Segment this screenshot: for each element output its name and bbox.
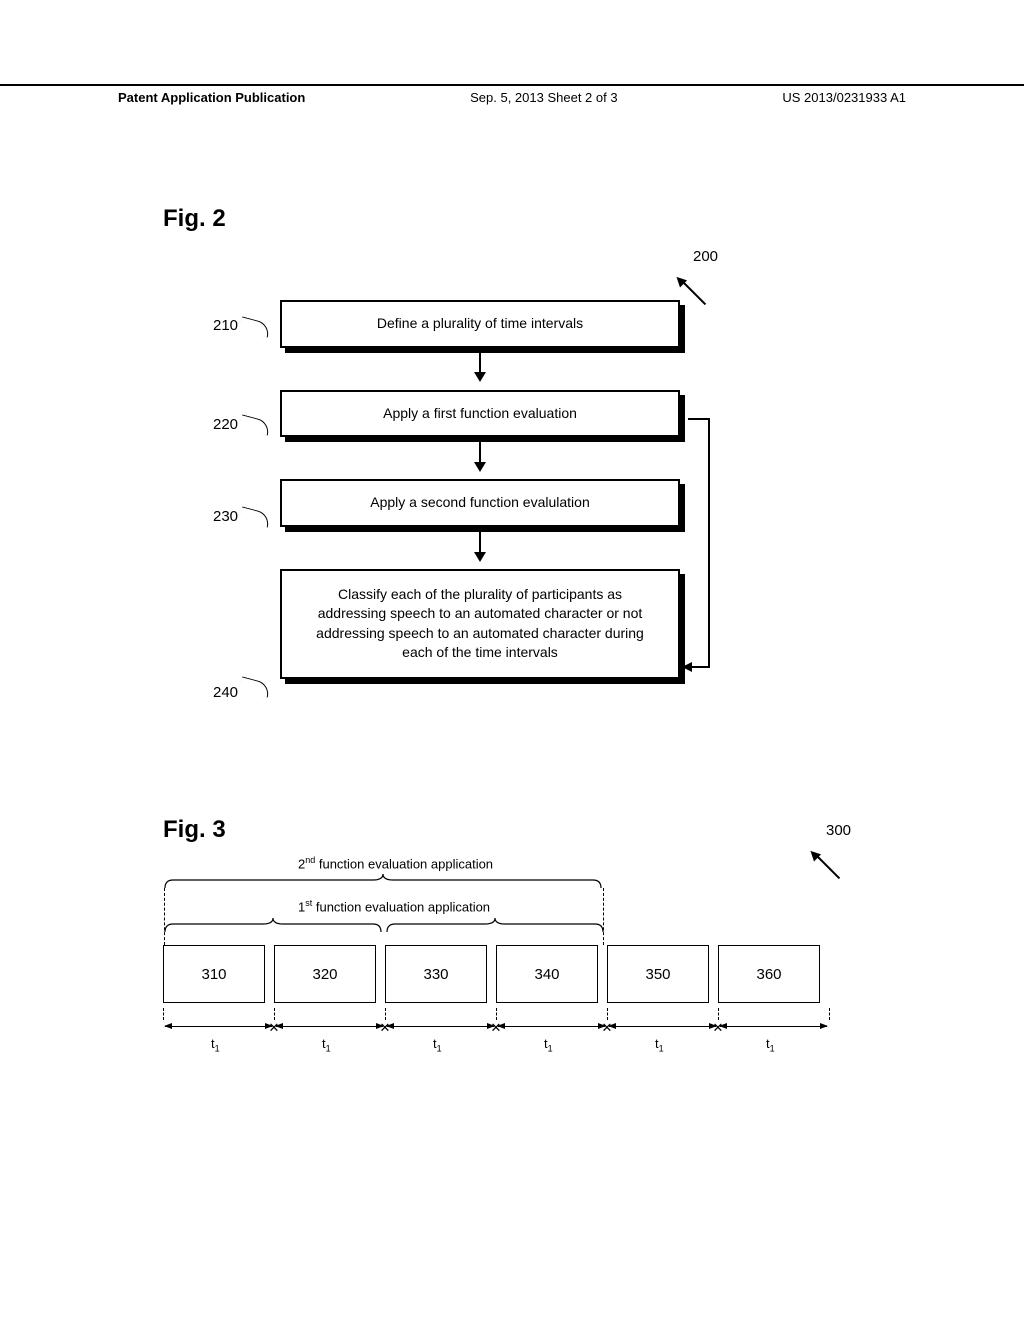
t-label-1: t1 <box>211 1036 220 1054</box>
ref-210: 210 <box>213 317 238 334</box>
header-right: US 2013/0231933 A1 <box>782 90 906 105</box>
flow-box-240-text: Classify each of the plurality of partic… <box>280 569 680 679</box>
fig2-ref-main: 200 <box>693 248 718 265</box>
t-label-2: t1 <box>322 1036 331 1054</box>
fig3-ref-main-arrow <box>813 852 840 879</box>
brace-dash-right <box>603 888 604 945</box>
loop-line-vert <box>708 418 710 668</box>
header-center: Sep. 5, 2013 Sheet 2 of 3 <box>470 90 617 105</box>
brace-dash-left <box>164 888 165 945</box>
fig3-brace-2nd <box>163 874 603 888</box>
flow-box-210: Define a plurality of time intervals <box>280 300 680 348</box>
ref-240: 240 <box>213 684 238 701</box>
fig3-brace2-label: 2nd function evaluation application <box>298 855 493 871</box>
flow-arrow-1 <box>479 352 481 380</box>
t-label-3: t1 <box>433 1036 442 1054</box>
flow-box-210-text: Define a plurality of time intervals <box>280 300 680 348</box>
loop-line-bottom <box>688 666 710 668</box>
fig3-title: Fig. 3 <box>163 816 226 844</box>
page-header: Patent Application Publication Sep. 5, 2… <box>0 84 1024 105</box>
flow-box-240: Classify each of the plurality of partic… <box>280 569 680 679</box>
t-label-6: t1 <box>766 1036 775 1054</box>
ref-240-curve <box>239 676 272 697</box>
loop-line-top <box>688 418 708 420</box>
time-box-340: 340 <box>496 945 598 1003</box>
time-box-310: 310 <box>163 945 265 1003</box>
ref-230-curve <box>239 506 272 527</box>
ref-230: 230 <box>213 508 238 525</box>
header-left: Patent Application Publication <box>118 90 305 105</box>
t-label-5: t1 <box>655 1036 664 1054</box>
time-box-320: 320 <box>274 945 376 1003</box>
ref-220: 220 <box>213 416 238 433</box>
flow-box-230: Apply a second function evalulation <box>280 479 680 527</box>
flow-box-220-text: Apply a first function evaluation <box>280 390 680 438</box>
flow-arrow-2 <box>479 442 481 470</box>
fig3-dimensions: ✕ ✕ ✕ ✕ ✕ t1 t1 t1 t1 t1 t1 <box>163 1008 829 1046</box>
fig3-ref-main: 300 <box>826 822 851 839</box>
fig3-brace1-label: 1st function evaluation application <box>298 898 490 914</box>
t-label-4: t1 <box>544 1036 553 1054</box>
fig2-title: Fig. 2 <box>163 205 226 233</box>
time-box-360: 360 <box>718 945 820 1003</box>
fig3-brace-1st-a <box>163 918 383 932</box>
flow-arrow-3 <box>479 532 481 560</box>
ref-220-curve <box>239 414 272 435</box>
ref-210-curve <box>239 316 272 337</box>
fig3-timeline: 310 320 330 340 350 360 <box>163 945 820 1003</box>
flow-box-230-text: Apply a second function evalulation <box>280 479 680 527</box>
fig3-brace-1st-b <box>385 918 605 932</box>
time-box-330: 330 <box>385 945 487 1003</box>
flow-box-220: Apply a first function evaluation <box>280 390 680 438</box>
time-box-350: 350 <box>607 945 709 1003</box>
